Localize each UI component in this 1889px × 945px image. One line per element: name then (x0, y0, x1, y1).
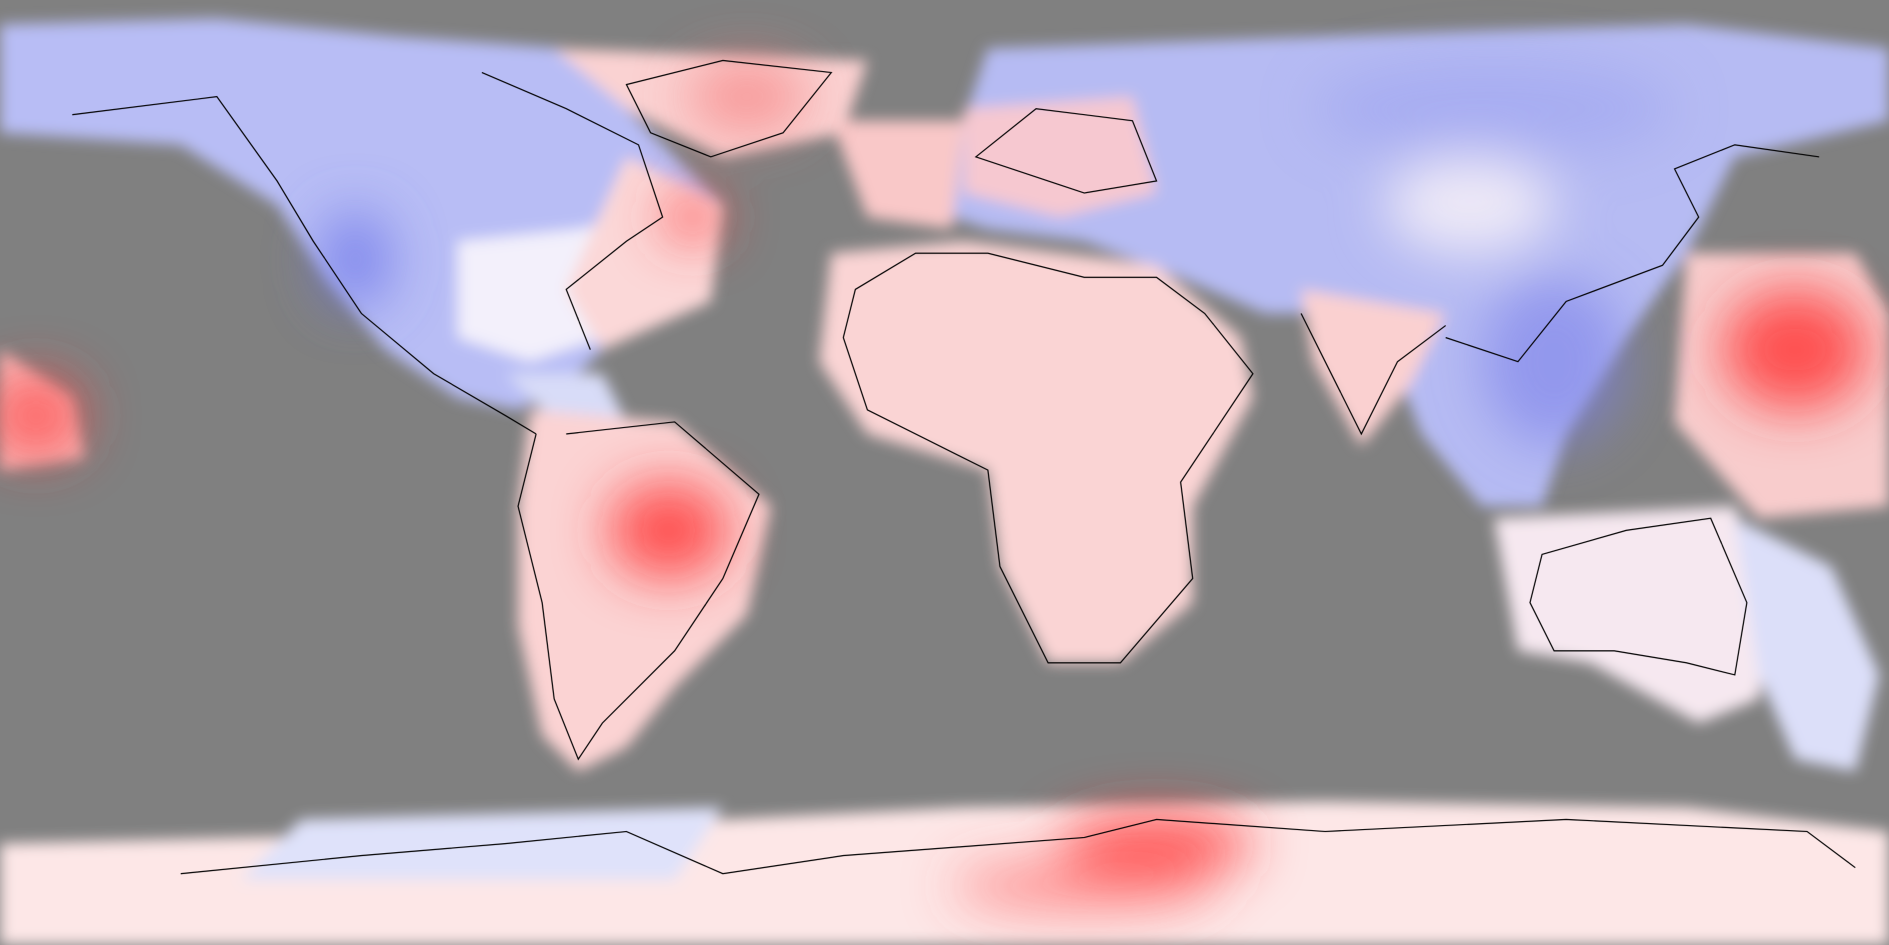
coast-antarctica (180, 818, 1856, 875)
pacific-hotspot (1722, 289, 1868, 410)
newfoundland-hotspot (662, 193, 723, 242)
western-europe (831, 120, 964, 230)
greenland-hotspot (686, 60, 808, 133)
mongolia-warm (1385, 156, 1555, 254)
amazon-hotspot (608, 482, 729, 579)
eurasia (915, 24, 1889, 507)
hotspots (0, 60, 1868, 910)
coastlines (72, 59, 1856, 875)
coast-greenland (625, 59, 833, 158)
coast-east-asia (1445, 144, 1820, 363)
rockies-coldspot (319, 211, 392, 308)
coast-sa (517, 421, 760, 761)
india (1301, 289, 1446, 446)
antarctic-band (951, 861, 1217, 910)
west-antarctica (240, 807, 723, 880)
coast-africa (842, 252, 1254, 664)
siberia-cold (1313, 60, 1675, 157)
east-australia (1734, 518, 1880, 772)
antarctic-hotspot (1060, 813, 1253, 874)
coast-na-east (481, 71, 664, 350)
edge-hotspot (0, 373, 85, 459)
africa (819, 241, 1253, 663)
scandinavia (963, 96, 1157, 218)
coast-india (1300, 313, 1447, 436)
australia (1493, 506, 1771, 724)
coast-na-west (72, 95, 537, 435)
coast-scandinavia (974, 108, 1158, 194)
china-coldspot (1481, 277, 1627, 446)
coast-australia (1529, 517, 1748, 676)
